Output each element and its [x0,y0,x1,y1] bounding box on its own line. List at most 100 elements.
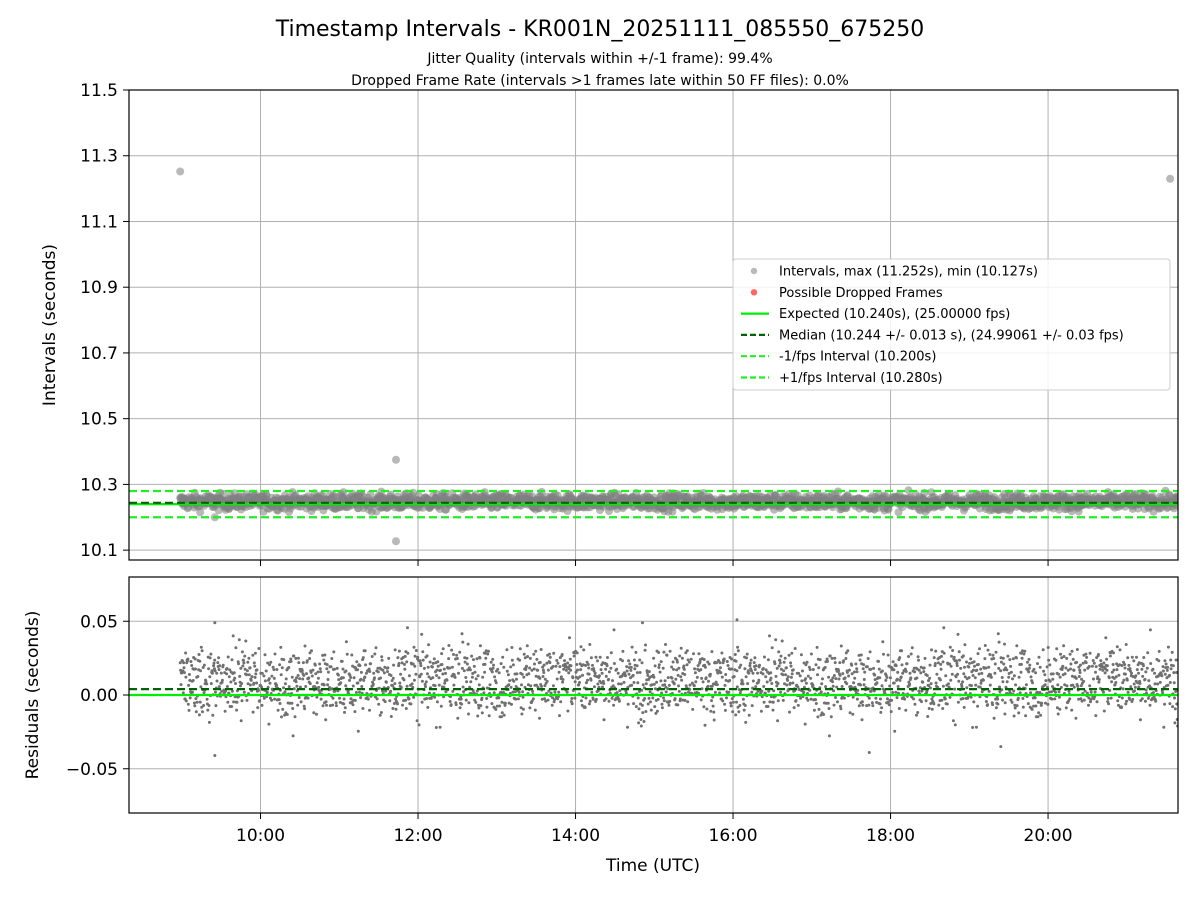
data-point [992,657,996,660]
data-point [505,648,509,652]
data-point [974,725,978,729]
data-point [260,703,264,707]
outlier-point [213,753,217,757]
data-point [922,670,926,674]
data-point [588,699,592,703]
data-point [282,658,286,662]
data-point [1105,657,1109,661]
data-point [285,713,289,716]
data-point [518,647,522,651]
data-point [862,678,866,681]
data-point [431,676,435,680]
data-point [592,667,596,671]
data-point [664,690,668,694]
data-point [997,640,1001,644]
data-point [573,680,577,684]
data-point [650,683,654,687]
data-point [363,675,367,679]
data-point [1168,702,1172,706]
data-point [779,654,783,658]
data-point [632,681,636,684]
data-point [1133,689,1137,693]
data-point [1021,649,1024,653]
data-point [647,696,651,700]
data-point [888,676,892,680]
data-point [267,722,271,726]
data-point [1078,668,1082,672]
data-point [924,699,928,703]
data-point [968,661,971,665]
data-point [217,668,221,671]
data-point [330,657,334,660]
data-point [974,683,978,687]
data-point [1128,667,1132,671]
data-point [404,698,408,702]
data-point [221,663,225,667]
data-point [1091,659,1095,662]
data-point [420,679,424,683]
data-point [1011,657,1015,661]
data-point [217,685,221,689]
data-point [655,680,659,684]
data-point [475,657,479,661]
data-point [199,685,203,689]
data-point [815,645,819,649]
data-point [242,658,245,662]
data-point [733,653,737,656]
data-point [873,678,877,682]
data-point [1069,667,1072,671]
data-point [383,665,387,669]
data-point [371,682,375,686]
data-point [301,677,305,681]
data-point [548,661,552,665]
data-point [305,672,308,676]
data-point [578,675,582,679]
data-point [290,675,294,679]
data-point [579,645,583,649]
data-point [425,697,429,700]
data-point [723,702,727,706]
legend-marker [750,289,758,296]
data-point [696,664,700,668]
data-point [666,676,670,680]
data-point [584,681,588,685]
data-point [776,719,780,723]
data-point [207,720,211,724]
data-point [678,697,682,701]
data-point [853,676,857,680]
data-point [1126,690,1130,694]
data-point [1082,698,1086,702]
data-point [343,706,347,710]
data-point [920,689,924,693]
data-point [351,703,355,707]
data-point [700,676,704,680]
data-point [239,719,243,723]
data-point [414,649,418,652]
data-point [1080,677,1084,681]
data-point [1030,707,1034,711]
data-point [942,651,946,655]
data-point [414,672,418,676]
data-point [384,680,388,684]
data-point [215,671,219,675]
data-point [403,654,407,658]
data-point [730,667,734,671]
data-point [859,653,863,657]
data-point [229,680,233,684]
data-point [842,659,846,663]
data-point [837,677,841,681]
data-point [500,711,504,715]
data-point [734,659,738,663]
data-point [470,675,474,679]
data-point [722,657,726,661]
data-point [1143,677,1147,681]
data-point [193,704,197,708]
data-point [707,662,711,666]
data-point [1121,687,1125,691]
data-point [860,700,864,704]
data-point [480,711,484,715]
data-point [657,651,661,654]
data-point [766,705,770,708]
data-point [576,668,579,672]
data-point [256,706,260,710]
